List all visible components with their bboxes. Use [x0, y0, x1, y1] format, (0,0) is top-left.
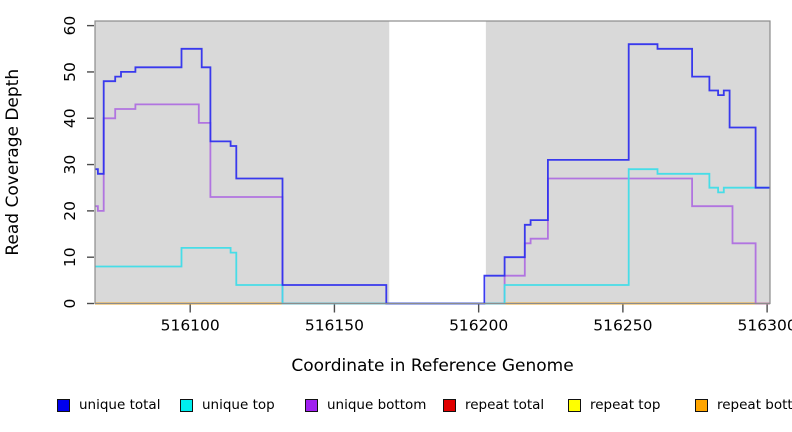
legend-label: unique total: [79, 397, 161, 413]
legend-swatch-icon: [695, 398, 708, 412]
y-tick-label: 60: [61, 16, 79, 36]
x-tick-label: 516100: [161, 317, 220, 335]
legend-swatch-icon: [305, 398, 318, 412]
legend-item-unique-bottom: unique bottom: [305, 396, 426, 414]
legend-swatch-icon: [57, 398, 70, 412]
y-tick-label: 40: [61, 108, 79, 128]
legend-item-unique-total: unique total: [57, 396, 160, 414]
x-tick-label: 516150: [305, 317, 364, 335]
y-tick-label: 10: [61, 247, 79, 267]
legend-swatch-icon: [443, 398, 456, 412]
y-tick-label: 50: [61, 62, 79, 82]
legend-item-repeat-top: repeat top: [568, 396, 660, 414]
legend-swatch-icon: [180, 398, 193, 412]
x-tick-label: 516250: [593, 317, 652, 335]
legend-label: unique top: [202, 397, 275, 413]
legend-label: repeat bottom: [717, 397, 792, 413]
legend-label: repeat top: [590, 397, 661, 413]
y-tick-label: 30: [61, 155, 79, 175]
series-line-unique-total: [95, 43, 770, 305]
legend-item-repeat-total: repeat total: [443, 396, 544, 414]
plot-border: [94, 20, 771, 305]
series-line-unique-top: [95, 168, 770, 305]
chart-legend: unique total unique top unique bottom repea…: [0, 396, 792, 416]
x-tick-label: 516300: [738, 317, 792, 335]
legend-label: repeat total: [465, 397, 545, 413]
legend-swatch-icon: [568, 398, 581, 412]
plot-area: 516100 516150 516200 516250 516300 0 10 20 30 40 5…: [3, 16, 792, 376]
legend-item-unique-top: unique top: [180, 396, 275, 414]
y-tick-label: 0: [61, 299, 79, 309]
y-tick-label: 20: [61, 201, 79, 221]
masked-region-band: [389, 21, 486, 304]
legend-item-repeat-bottom: repeat bottom: [695, 396, 792, 414]
legend-label: unique bottom: [327, 397, 427, 413]
y-axis-title: Read Coverage Depth: [3, 69, 23, 256]
x-tick-label: 516200: [449, 317, 508, 335]
x-axis-title: Coordinate in Reference Genome: [291, 356, 573, 376]
